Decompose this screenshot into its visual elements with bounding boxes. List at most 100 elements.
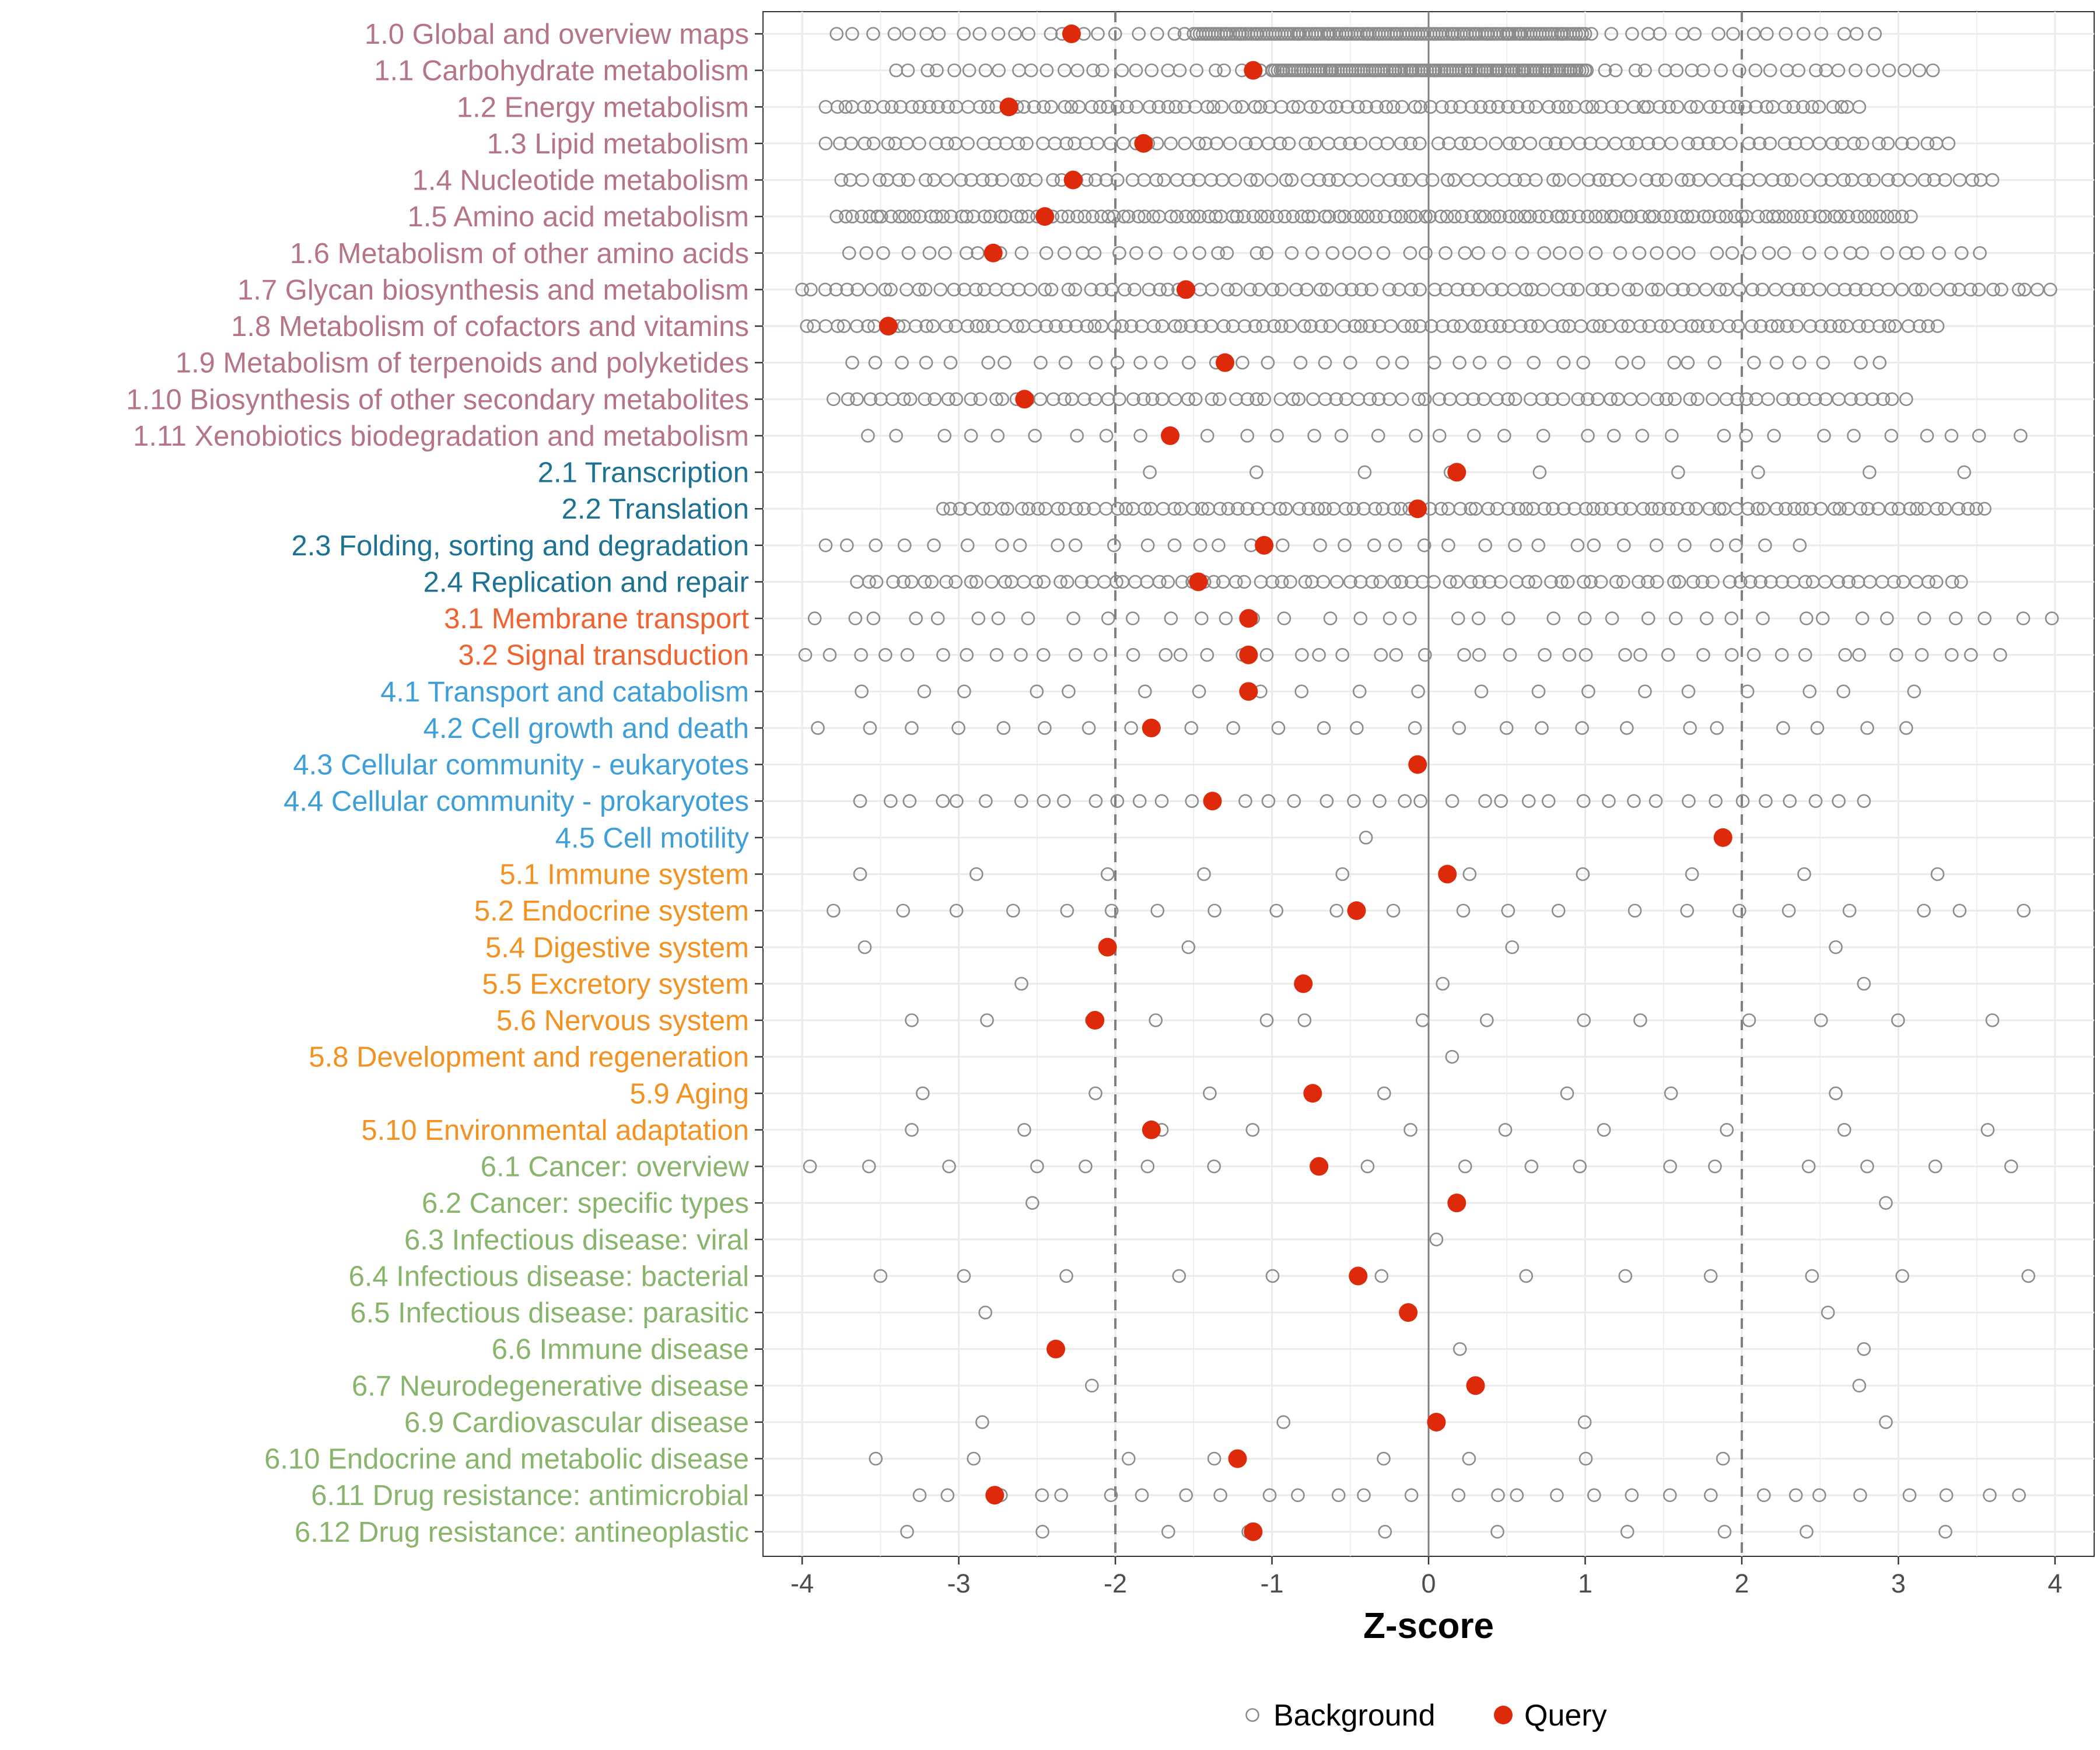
background-point (1026, 1196, 1040, 1210)
background-point (1181, 392, 1195, 407)
background-point (1057, 794, 1071, 808)
query-point (984, 243, 1003, 262)
background-point (1538, 648, 1552, 662)
background-point (1755, 282, 1769, 297)
background-point (1254, 575, 1268, 589)
background-point (1606, 429, 1621, 443)
background-point (969, 282, 983, 297)
background-point (1608, 209, 1623, 223)
query-point (1062, 24, 1081, 43)
background-point (1221, 502, 1236, 516)
background-point (1664, 136, 1678, 150)
background-point (1386, 904, 1401, 918)
background-point (993, 209, 1008, 223)
background-point (967, 1451, 981, 1466)
background-point (1762, 246, 1776, 260)
background-point (1857, 977, 1871, 991)
background-point (1452, 355, 1466, 370)
background-point (829, 282, 844, 297)
background-point (1195, 502, 1209, 516)
background-point (1930, 502, 1944, 516)
background-point (1208, 904, 1222, 918)
background-point (1240, 429, 1254, 443)
background-point (1815, 611, 1830, 625)
background-point (981, 355, 995, 370)
background-point (1519, 1269, 1533, 1283)
background-point (1670, 63, 1684, 78)
background-point (1633, 1013, 1647, 1027)
background-point (1852, 100, 1867, 114)
background-point (1140, 538, 1155, 552)
background-point (1397, 319, 1412, 333)
background-point (1462, 867, 1477, 881)
background-point (1662, 502, 1676, 516)
background-point (1556, 319, 1570, 333)
background-point (1189, 63, 1203, 78)
background-point (1868, 27, 1882, 41)
background-point (1837, 1123, 1852, 1137)
background-point (1286, 100, 1300, 114)
background-point (1832, 319, 1846, 333)
category-label: 5.5 Excretory system (482, 968, 749, 1000)
background-point (1562, 648, 1577, 662)
background-point (853, 794, 867, 808)
background-point (1244, 173, 1258, 187)
background-point (1472, 575, 1486, 589)
background-point (918, 392, 932, 407)
background-point (1445, 1049, 1460, 1064)
background-point (1021, 27, 1035, 41)
query-point (1438, 864, 1457, 884)
background-point (1575, 721, 1589, 735)
category-label: 1.9 Metabolism of terpenoids and polyket… (176, 348, 749, 379)
background-point (1639, 173, 1654, 187)
background-point (1039, 246, 1054, 260)
background-point (1243, 282, 1258, 297)
background-point (1354, 209, 1368, 223)
background-point (1674, 319, 1688, 333)
query-point (1447, 1194, 1466, 1213)
background-point (1884, 429, 1899, 443)
background-point (1529, 173, 1543, 187)
background-point (1586, 319, 1601, 333)
background-point (1028, 429, 1042, 443)
background-point (1350, 721, 1364, 735)
background-point (1161, 1525, 1175, 1539)
background-point (1207, 1451, 1222, 1466)
background-point (1126, 392, 1140, 407)
background-point (1209, 136, 1224, 150)
background-point (1779, 27, 1793, 41)
background-point (886, 392, 900, 407)
background-point (1343, 136, 1357, 150)
background-point (1794, 209, 1808, 223)
x-tick-label: 4 (2048, 1569, 2062, 1598)
background-point (1101, 611, 1115, 625)
background-point (1370, 100, 1384, 114)
background-point (1388, 538, 1402, 552)
background-point (1837, 173, 1851, 187)
background-point (1086, 209, 1100, 223)
background-point (1217, 63, 1231, 78)
background-point (1161, 282, 1175, 297)
background-point (1014, 209, 1028, 223)
background-point (1548, 136, 1563, 150)
category-label: 2.1 Transcription (538, 457, 749, 489)
background-point (1179, 1488, 1193, 1502)
query-point (1399, 1303, 1418, 1322)
background-point (1369, 209, 1383, 223)
query-point (1228, 1449, 1247, 1468)
background-point (1284, 246, 1299, 260)
background-point (1161, 575, 1175, 589)
background-point (1908, 282, 1923, 297)
background-point (1173, 246, 1188, 260)
category-label: 1.6 Metabolism of other amino acids (290, 238, 749, 270)
background-point (844, 136, 858, 150)
background-point (957, 27, 971, 41)
background-point (1524, 319, 1538, 333)
background-point (841, 392, 855, 407)
background-point (1954, 246, 1969, 260)
query-point (1255, 536, 1274, 555)
background-point (1842, 575, 1856, 589)
x-tick-label: 2 (1734, 1569, 1749, 1598)
background-point (1551, 904, 1566, 918)
background-point (1570, 538, 1585, 552)
